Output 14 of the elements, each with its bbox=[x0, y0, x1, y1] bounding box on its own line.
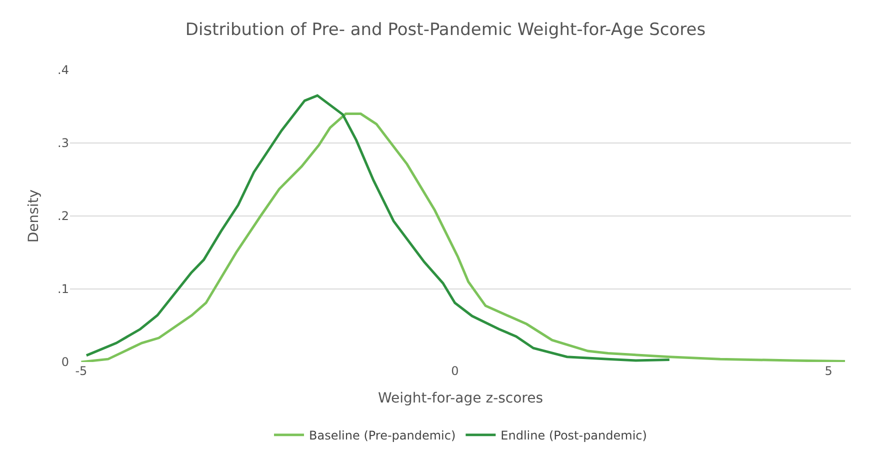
y-tick-label: .1 bbox=[58, 282, 69, 296]
legend-label: Baseline (Pre-pandemic) bbox=[309, 428, 456, 443]
y-tick-label: .4 bbox=[58, 63, 69, 78]
line-series bbox=[80, 112, 846, 362]
x-tick-label: 5 bbox=[824, 364, 832, 378]
y-axis-title: Density bbox=[26, 189, 42, 243]
x-tick-label: -5 bbox=[75, 364, 88, 378]
line-series bbox=[85, 94, 671, 362]
y-tick-label: .3 bbox=[58, 136, 69, 150]
legend-label: Endline (Post-pandemic) bbox=[500, 428, 647, 443]
x-axis-title: Weight-for-age z-scores bbox=[378, 390, 544, 406]
y-tick-label: .2 bbox=[58, 209, 69, 224]
chart-title: Distribution of Pre- and Post-Pandemic Weight-for-Age Scores bbox=[185, 20, 706, 40]
x-tick-label: 0 bbox=[451, 364, 459, 378]
